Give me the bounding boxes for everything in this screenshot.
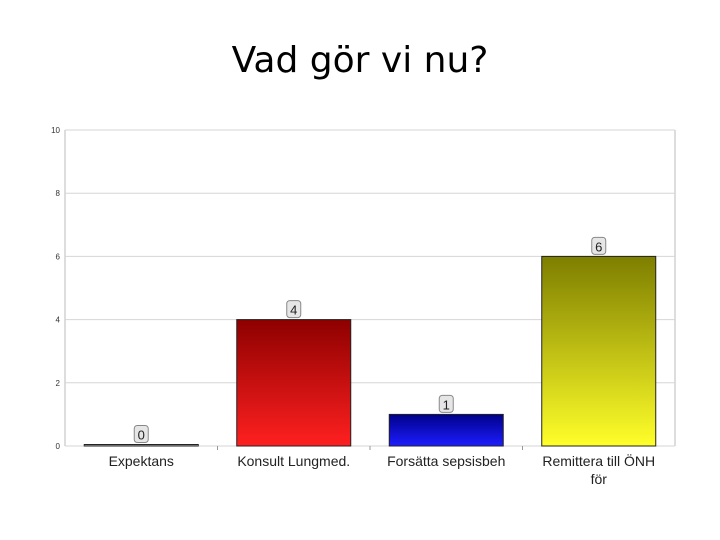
- bar: [83, 444, 199, 447]
- slide-title: Vad gör vi nu?: [231, 40, 489, 81]
- y-tick-label: 0: [56, 442, 61, 451]
- y-tick-label: 4: [56, 316, 61, 325]
- category-label: Remittera till ÖNH för: [542, 452, 655, 487]
- bars-layer: [83, 255, 657, 447]
- data-label: 4: [290, 303, 297, 318]
- data-label: 6: [595, 239, 602, 254]
- data-label: 1: [443, 397, 450, 412]
- data-label: 0: [138, 428, 145, 443]
- data-label-box: [133, 425, 149, 443]
- data-label-box: [438, 394, 454, 413]
- data-label-box: [286, 300, 302, 319]
- y-tick-label: 8: [56, 189, 61, 198]
- y-tick-label: 6: [56, 252, 61, 261]
- y-tick-label: 2: [56, 379, 61, 388]
- category-label: Forsätta sepsisbeh: [387, 453, 505, 469]
- category-label: Konsult Lungmed.: [237, 453, 350, 469]
- bar: [541, 255, 657, 447]
- bar: [236, 319, 352, 447]
- y-tick-label: 10: [51, 126, 60, 135]
- data-label-box: [591, 236, 607, 255]
- labels-layer: 0 Expektans 4 Konsult Lungmed. 1 Forsätta sep…: [109, 236, 655, 487]
- category-label: Expektans: [109, 453, 174, 469]
- bar: [388, 413, 504, 447]
